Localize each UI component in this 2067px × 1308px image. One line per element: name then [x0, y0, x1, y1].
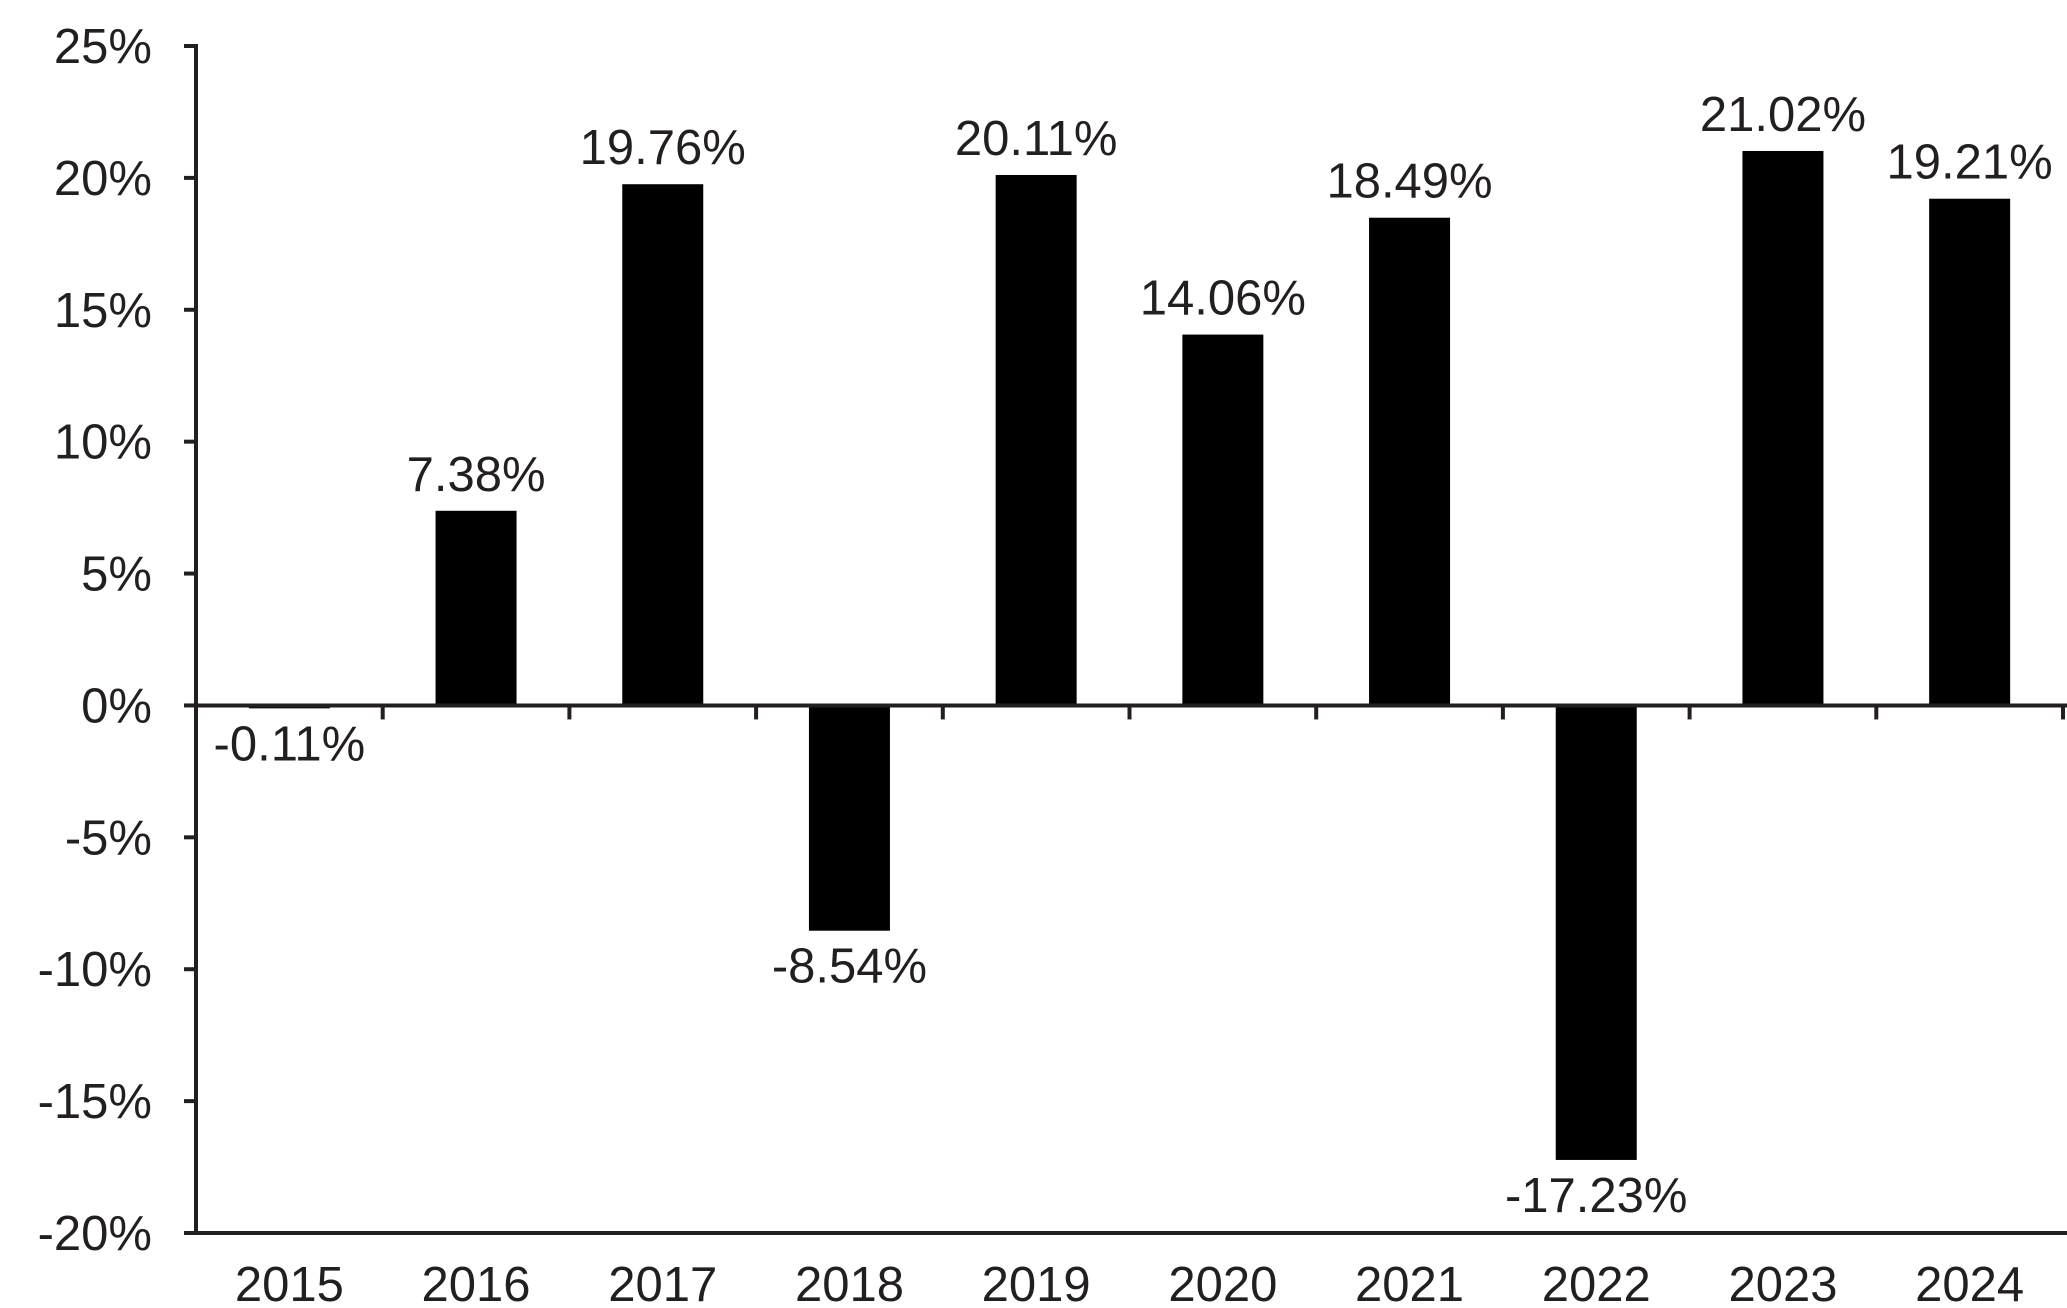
- bar-2021: [1369, 217, 1451, 706]
- x-axis: 2015 2016 2017 2018 2019 2020 2021 2022 2023 2024: [196, 703, 2067, 1308]
- y-tick-label: 5%: [81, 548, 152, 602]
- y-tick-label: 25%: [54, 20, 152, 74]
- y-tick-label: -10%: [38, 943, 152, 997]
- x-tick-label-2020: 2020: [1168, 1258, 1277, 1308]
- x-tick-label-2024: 2024: [1915, 1258, 2024, 1308]
- data-label-2022: -17.23%: [1505, 1169, 1688, 1223]
- x-tick-label-2015: 2015: [235, 1258, 344, 1308]
- y-tick-label: 15%: [54, 284, 152, 338]
- data-label-2017: 19.76%: [580, 121, 746, 175]
- data-labels: -0.11% 7.38% 19.76% -8.54% 20.11% 14.06% 18.49…: [214, 88, 2053, 1223]
- bar-2016: [435, 510, 517, 706]
- bars: [248, 150, 2011, 1160]
- data-label-2023: 21.02%: [1700, 88, 1866, 142]
- data-label-2021: 18.49%: [1326, 155, 1492, 209]
- bar-2022: [1555, 705, 1637, 1160]
- data-label-2015: -0.11%: [214, 717, 366, 771]
- x-tick-label-2018: 2018: [795, 1258, 904, 1308]
- data-label-2024: 19.21%: [1887, 136, 2053, 190]
- x-tick-label-2021: 2021: [1355, 1258, 1464, 1308]
- y-tick-label: -5%: [65, 811, 152, 865]
- x-tick-label-2017: 2017: [608, 1258, 717, 1308]
- data-label-2020: 14.06%: [1140, 272, 1306, 326]
- x-tick-label-2023: 2023: [1728, 1258, 1837, 1308]
- y-tick-label: -15%: [38, 1075, 152, 1129]
- y-tick-label: 0%: [81, 679, 152, 733]
- y-tick-label: -20%: [38, 1207, 152, 1261]
- bar-2023: [1742, 150, 1824, 706]
- bar-2019: [995, 174, 1077, 706]
- bar-2024: [1929, 198, 2011, 706]
- x-tick-label-2016: 2016: [422, 1258, 531, 1308]
- data-label-2016: 7.38%: [407, 448, 546, 502]
- y-tick-label: 10%: [54, 416, 152, 470]
- y-axis: 25% 20% 15% 10% 5% 0% -5% -10% -15% -20%: [38, 20, 198, 1261]
- y-tick-label: 20%: [54, 152, 152, 206]
- data-label-2018: -8.54%: [772, 940, 927, 994]
- x-tick-label-2019: 2019: [982, 1258, 1091, 1308]
- data-label-2019: 20.11%: [955, 112, 1118, 166]
- bar-2017: [622, 184, 704, 706]
- x-tick-label-2022: 2022: [1542, 1258, 1651, 1308]
- bar-2018: [808, 705, 890, 931]
- bar-2020: [1182, 334, 1264, 706]
